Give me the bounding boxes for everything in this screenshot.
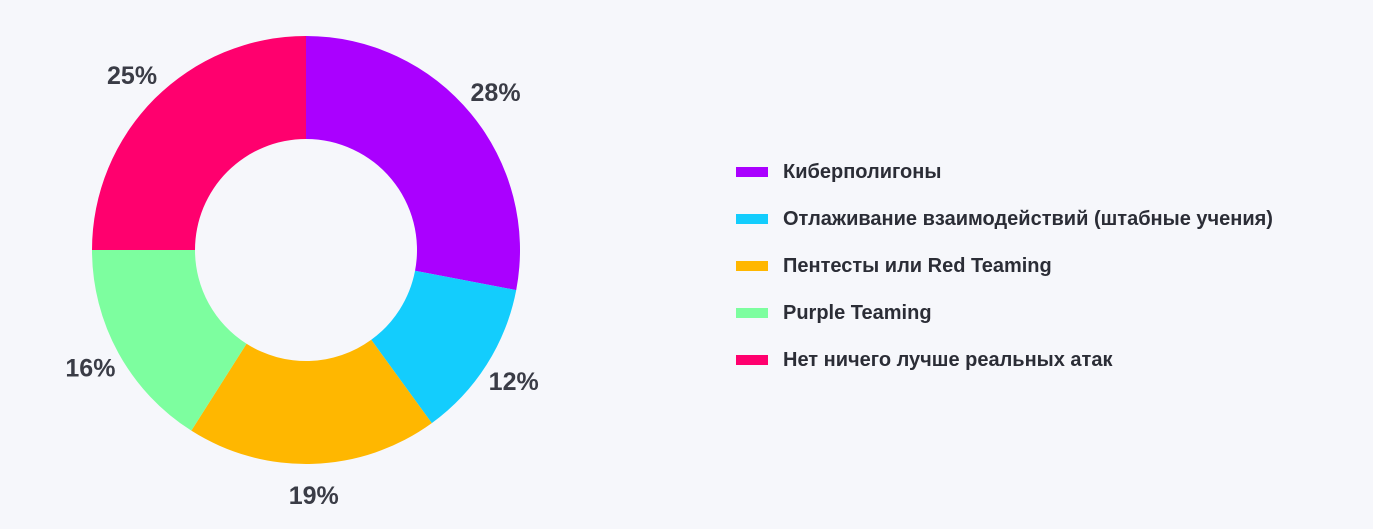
- slice-label-tabletop-exercises: 12%: [489, 368, 539, 396]
- labels-group: 28% 12% 19% 16% 25%: [65, 62, 538, 510]
- legend-swatch: [736, 167, 768, 177]
- legend-item-real-attacks: Нет ничего лучше реальных атак: [736, 345, 1366, 375]
- legend-label: Purple Teaming: [783, 301, 932, 324]
- legend-label: Киберполигоны: [783, 160, 942, 183]
- slice-purple-teaming: [92, 250, 247, 431]
- legend-swatch: [736, 355, 768, 365]
- slice-label-cyber-ranges: 28%: [471, 79, 521, 107]
- slice-real-attacks: [92, 36, 306, 250]
- legend-item-purple-teaming: Purple Teaming: [736, 298, 1366, 328]
- legend-item-pentests-red-teaming: Пентесты или Red Teaming: [736, 251, 1366, 281]
- legend-swatch: [736, 214, 768, 224]
- donut-chart-svg: 28% 12% 19% 16% 25%: [65, 36, 539, 510]
- slice-cyber-ranges: [306, 36, 520, 291]
- slice-pentests-red-teaming: [191, 339, 432, 464]
- legend-item-tabletop-exercises: Отлаживание взаимодействий (штабные учен…: [736, 204, 1366, 234]
- legend-label: Отлаживание взаимодействий (штабные учен…: [783, 207, 1273, 230]
- legend-item-cyber-ranges: Киберполигоны: [736, 157, 1366, 187]
- slice-label-purple-teaming: 16%: [65, 355, 115, 383]
- slice-tabletop-exercises: [371, 270, 517, 424]
- legend: Киберполигоны Отлаживание взаимодействий…: [736, 157, 1366, 392]
- slice-label-real-attacks: 25%: [107, 62, 157, 90]
- legend-label: Пентесты или Red Teaming: [783, 254, 1052, 277]
- legend-swatch: [736, 261, 768, 271]
- donut-chart: 28% 12% 19% 16% 25%: [0, 0, 650, 529]
- legend-label: Нет ничего лучше реальных атак: [783, 348, 1113, 371]
- slice-label-pentests-red-teaming: 19%: [289, 482, 339, 510]
- slices-group: [92, 36, 520, 464]
- legend-swatch: [736, 308, 768, 318]
